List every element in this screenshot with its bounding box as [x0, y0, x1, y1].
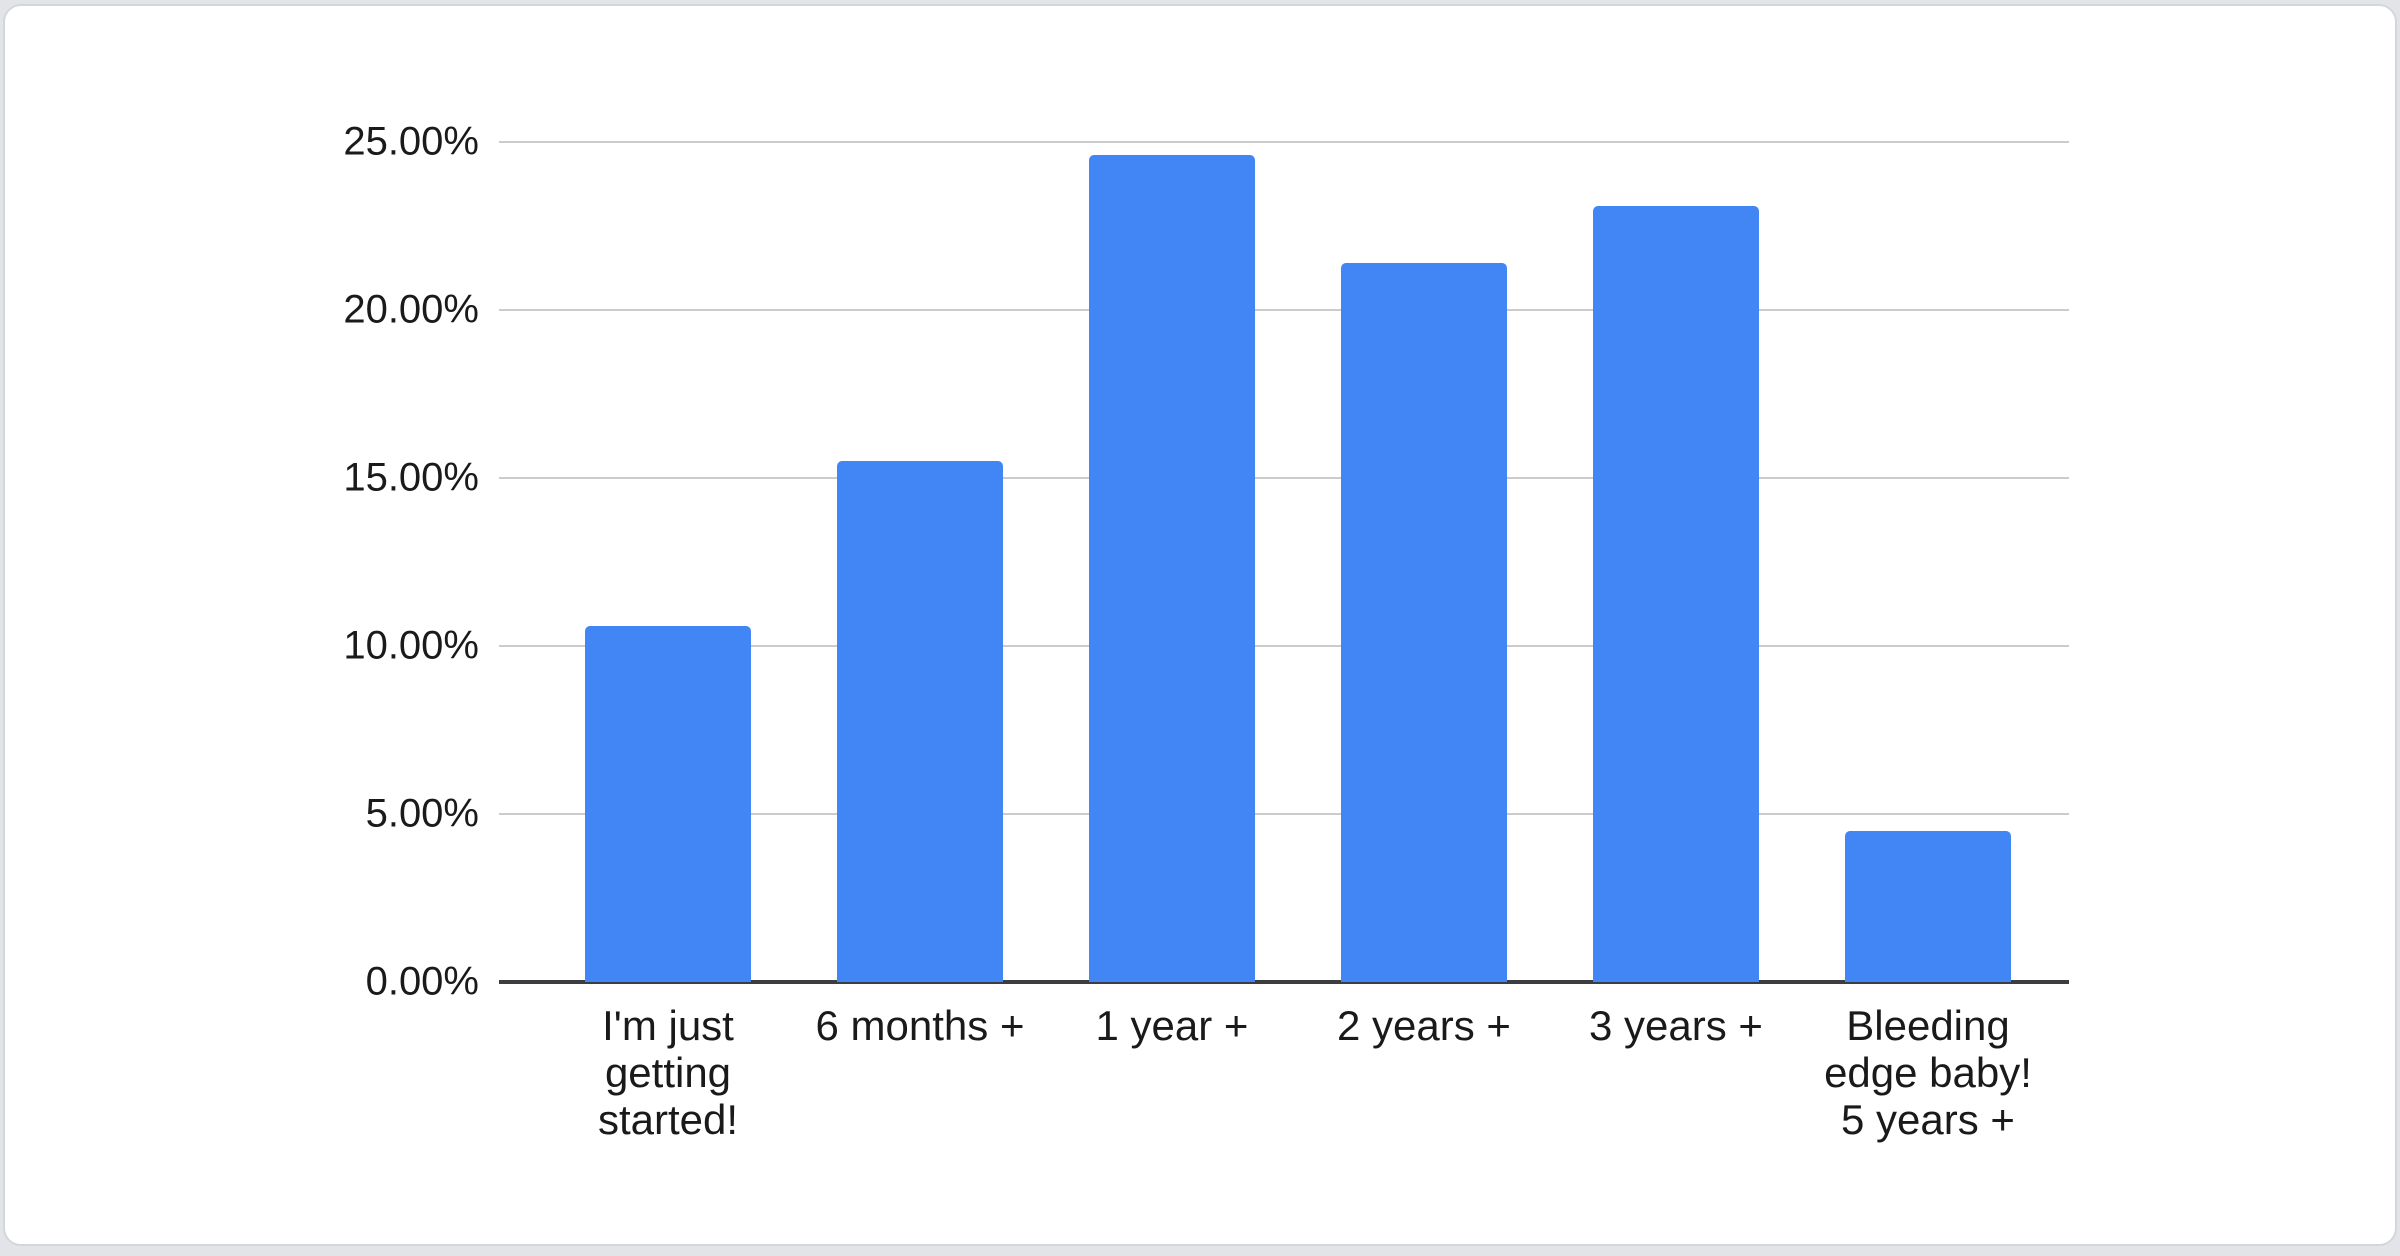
bar-1[interactable]: [585, 625, 751, 982]
plot-area: 0.00% 5.00% 10.00% 15.00% 20.00% 25.00% I'm ju…: [343, 120, 2069, 1143]
gridline: [499, 645, 2069, 647]
y-axis-tick-label: 25.00%: [343, 119, 479, 164]
y-axis-tick-label: 20.00%: [343, 287, 479, 332]
x-axis-category-label: I'm just getting started!: [597, 1002, 739, 1143]
y-axis-tick-label: 0.00%: [365, 959, 479, 1004]
y-axis-tick-label: 10.00%: [343, 623, 479, 668]
gridline: [499, 141, 2069, 143]
x-axis-category-label: 1 year +: [1095, 1002, 1249, 1049]
x-axis-category-label: 2 years +: [1337, 1002, 1511, 1049]
x-axis-line: [499, 980, 2069, 984]
y-axis-tick-label: 15.00%: [343, 455, 479, 500]
bar-2[interactable]: [837, 461, 1003, 982]
x-axis-category-label: 3 years +: [1589, 1002, 1763, 1049]
bar-6[interactable]: [1845, 830, 2011, 982]
bar-3[interactable]: [1089, 155, 1255, 982]
y-axis-tick-label: 5.00%: [365, 791, 479, 836]
gridline: [499, 813, 2069, 815]
bar-5[interactable]: [1593, 205, 1759, 982]
chart-card: 0.00% 5.00% 10.00% 15.00% 20.00% 25.00% I'm ju…: [3, 4, 2397, 1246]
bar-4[interactable]: [1341, 262, 1507, 982]
x-axis-category-label: Bleeding edge baby! 5 years +: [1824, 1002, 2032, 1143]
x-axis-category-label: 6 months +: [815, 1002, 1025, 1049]
gridline: [499, 309, 2069, 311]
gridline: [499, 477, 2069, 479]
